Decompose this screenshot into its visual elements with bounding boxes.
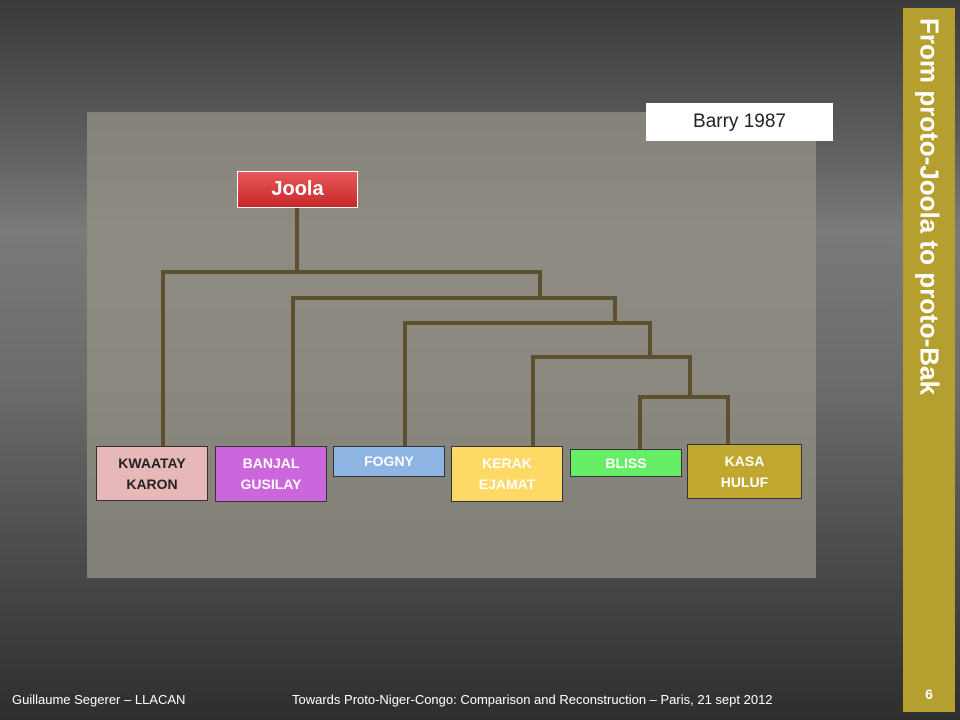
title-band: [903, 8, 955, 712]
leaf-label: BANJAL: [242, 455, 300, 471]
page-number: 6: [925, 686, 933, 702]
leaf-node: KWAATAY KARON: [96, 446, 208, 501]
leaf-node: KERAK EJAMAT: [451, 446, 563, 502]
leaf-node: FOGNY: [333, 446, 445, 477]
leaf-label: GUSILAY: [240, 476, 302, 492]
leaf-label: KERAK: [482, 455, 532, 471]
slide-title: From proto-Joola to proto-Bak: [914, 18, 945, 395]
leaf-label: BLISS: [605, 454, 647, 471]
leaf-label: KASA: [724, 452, 765, 469]
source: Barry 1987: [646, 103, 833, 141]
leaf-node: BLISS: [570, 449, 682, 477]
footer-author: Guillaume Segerer – LLACAN: [12, 692, 186, 707]
footer-event: Towards Proto-Niger-Congo: Comparison an…: [292, 692, 773, 707]
leaf-label: KWAATAY: [118, 454, 186, 471]
leaf-node: KASA HULUF: [687, 444, 802, 499]
root-node: Joola: [237, 171, 358, 208]
leaf-label: KARON: [126, 475, 178, 492]
leaf-label: HULUF: [720, 473, 769, 490]
leaf-label: EJAMAT: [478, 476, 536, 492]
leaf-node: BANJAL GUSILAY: [215, 446, 327, 502]
leaf-label: FOGNY: [364, 453, 414, 469]
